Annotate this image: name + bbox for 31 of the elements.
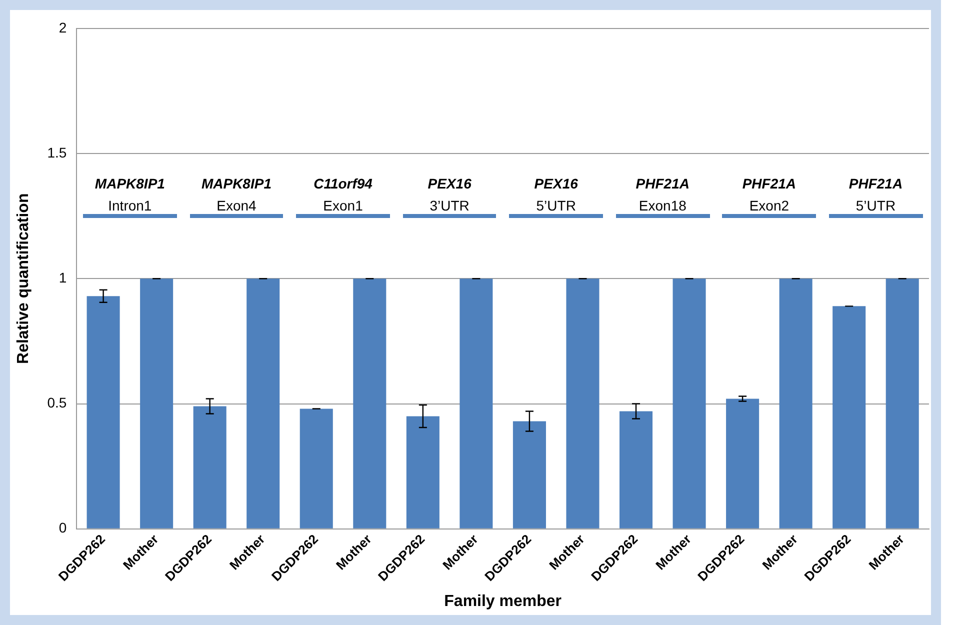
bar: [460, 278, 493, 528]
bar: [779, 278, 812, 528]
bar: [832, 306, 866, 528]
y-tick-label: 0: [58, 520, 67, 536]
annotation: MAPK8IP1 Intron1: [94, 176, 166, 214]
y-tick-label: 1: [58, 269, 67, 286]
bar: [406, 416, 440, 528]
annotation: PHF21A 5’UTR: [848, 176, 903, 214]
bar: [140, 278, 174, 528]
annotation: PEX16 5’UTR: [534, 176, 578, 214]
annotation: PHF21A Exon2: [742, 176, 796, 214]
bar: [886, 278, 919, 528]
bar: [300, 408, 333, 528]
bar: [566, 278, 600, 528]
bar: [193, 406, 226, 528]
bar: [86, 296, 120, 528]
bar: [672, 278, 706, 528]
annotation: PHF21A Exon18: [636, 176, 690, 214]
y-tick-label: 2: [58, 19, 67, 36]
annotation: MAPK8IP1 Exon4: [201, 176, 272, 214]
y-tick-label: 1.5: [47, 144, 67, 160]
bar: [619, 411, 653, 528]
y-axis-title: Relative quantification: [15, 193, 32, 364]
bar: [246, 278, 280, 528]
x-axis-title: Family member: [444, 592, 562, 610]
bar: [353, 278, 386, 528]
annotation: PEX16 3’UTR: [428, 176, 472, 214]
bar: [726, 398, 760, 528]
y-tick-label: 0.5: [47, 394, 67, 411]
annotation: C11orf94 Exon1: [314, 176, 373, 214]
bar: [512, 421, 546, 528]
